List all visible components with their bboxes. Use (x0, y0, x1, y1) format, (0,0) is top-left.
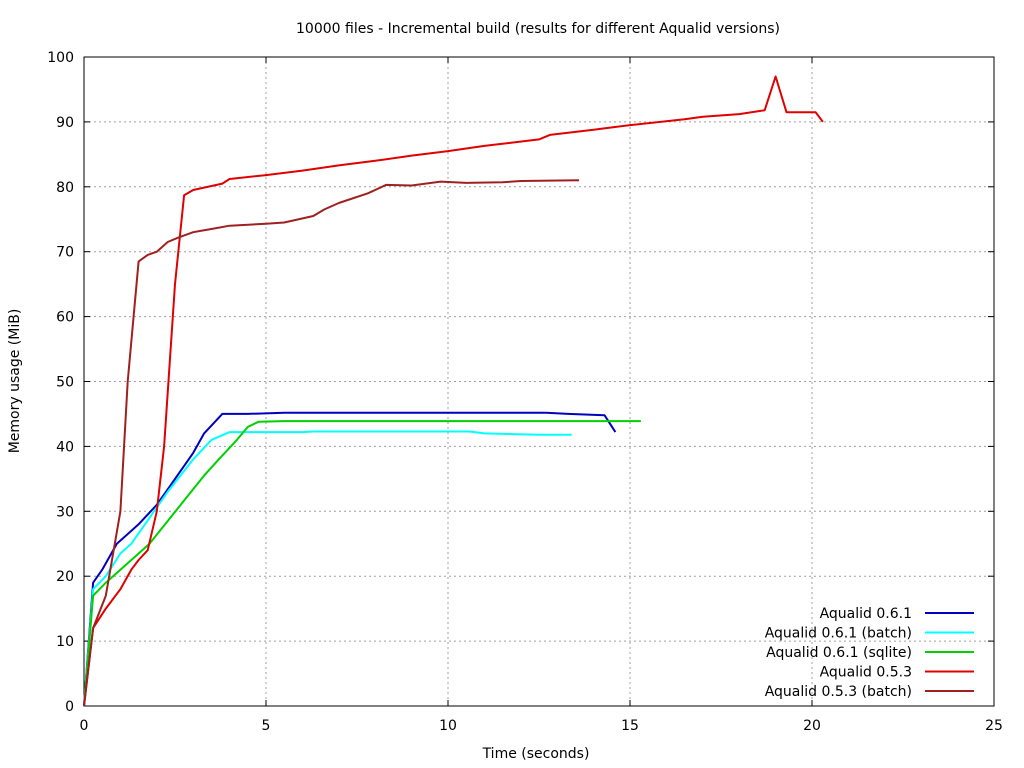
y-tick-label: 100 (47, 50, 74, 66)
series-line-5 (83, 179, 580, 707)
series-line-3 (83, 420, 641, 707)
legend-label: Aqualid 0.5.3 (820, 665, 912, 681)
y-tick-label: 80 (56, 180, 74, 196)
y-tick-label: 20 (56, 569, 74, 585)
series-line-4 (83, 75, 824, 707)
x-tick-label: 0 (80, 718, 89, 734)
y-tick-label: 40 (56, 439, 74, 455)
y-axis-label: Memory usage (MiB) (7, 309, 23, 454)
series-line-2 (83, 430, 572, 707)
legend-label: Aqualid 0.6.1 (sqlite) (766, 645, 912, 661)
y-tick-label: 50 (56, 375, 74, 391)
y-tick-label: 60 (56, 310, 74, 326)
x-tick-label: 10 (439, 718, 457, 734)
axis-ticks: 0 5 10 15 20 25 0 10 20 30 40 50 60 70 80 90 100 (47, 50, 1003, 734)
y-tick-label: 0 (65, 699, 74, 715)
y-tick-label: 70 (56, 245, 74, 261)
series-lines (83, 75, 824, 707)
x-tick-label: 15 (621, 718, 639, 734)
grid (84, 57, 994, 706)
legend-label: Aqualid 0.6.1 (820, 606, 912, 622)
legend-label: Aqualid 0.6.1 (batch) (765, 626, 912, 642)
legend: Aqualid 0.6.1 Aqualid 0.6.1 (batch) Aquali… (765, 606, 974, 700)
y-tick-label: 90 (56, 115, 74, 131)
legend-label: Aqualid 0.5.3 (batch) (765, 684, 912, 700)
x-tick-label: 20 (803, 718, 821, 734)
x-tick-label: 5 (262, 718, 271, 734)
x-tick-label: 25 (985, 718, 1003, 734)
y-tick-label: 10 (56, 634, 74, 650)
x-axis-label: Time (seconds) (482, 746, 590, 762)
chart-title: 10000 files - Incremental build (results… (296, 21, 780, 37)
y-tick-label: 30 (56, 504, 74, 520)
